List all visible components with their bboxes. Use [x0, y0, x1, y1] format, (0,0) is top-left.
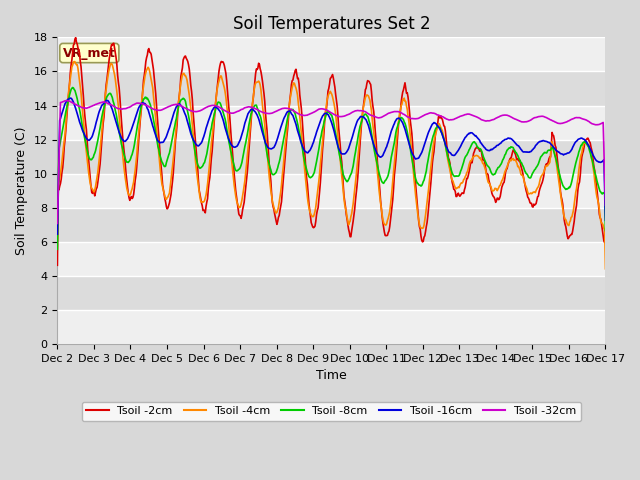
- Text: VR_met: VR_met: [63, 47, 116, 60]
- Bar: [58, 276, 605, 310]
- Bar: [58, 242, 605, 276]
- X-axis label: Time: Time: [316, 370, 347, 383]
- Bar: [58, 174, 605, 208]
- Bar: [58, 140, 605, 174]
- Bar: [58, 310, 605, 344]
- Bar: [58, 37, 605, 72]
- Bar: [58, 208, 605, 242]
- Bar: [58, 106, 605, 140]
- Title: Soil Temperatures Set 2: Soil Temperatures Set 2: [232, 15, 430, 33]
- Y-axis label: Soil Temperature (C): Soil Temperature (C): [15, 126, 28, 255]
- Legend: Tsoil -2cm, Tsoil -4cm, Tsoil -8cm, Tsoil -16cm, Tsoil -32cm: Tsoil -2cm, Tsoil -4cm, Tsoil -8cm, Tsoi…: [82, 402, 581, 421]
- Bar: [58, 72, 605, 106]
